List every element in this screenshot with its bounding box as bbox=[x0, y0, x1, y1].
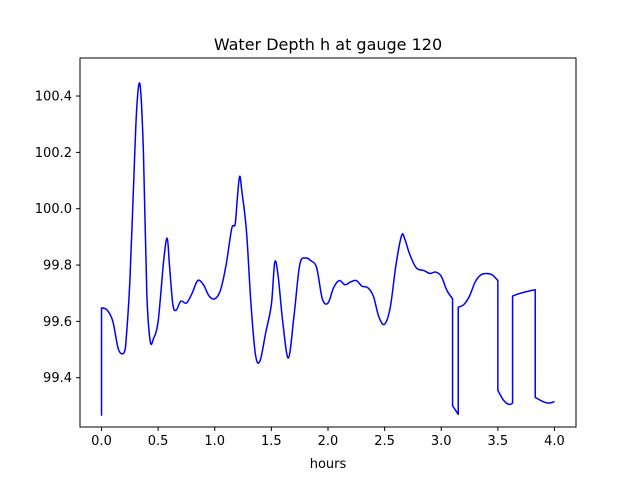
x-tick-label: 0.0 bbox=[91, 434, 112, 449]
y-tick-label: 99.8 bbox=[43, 259, 72, 274]
y-tick-label: 100.4 bbox=[35, 90, 72, 105]
x-tick-label: 3.0 bbox=[431, 434, 452, 449]
x-tick-label: 3.5 bbox=[488, 434, 509, 449]
x-tick-label: 1.5 bbox=[261, 434, 282, 449]
x-axis-title: hours bbox=[310, 457, 347, 472]
y-tick-label: 99.6 bbox=[43, 315, 72, 330]
chart-title: Water Depth h at gauge 120 bbox=[214, 35, 442, 54]
plot-area bbox=[100, 82, 555, 416]
x-tick-label: 0.5 bbox=[148, 434, 169, 449]
plot-frame bbox=[79, 57, 577, 428]
y-axis: 99.4 99.6 99.8 100.0 100.2 100.4 bbox=[35, 90, 80, 386]
y-tick-label: 100.0 bbox=[35, 202, 72, 217]
x-tick-label: 2.5 bbox=[374, 434, 395, 449]
y-tick-label: 100.2 bbox=[35, 146, 72, 161]
series-line bbox=[100, 82, 555, 416]
x-axis: 0.0 0.5 1.0 1.5 2.0 2.5 3.0 3.5 4.0 bbox=[91, 427, 565, 449]
x-tick-label: 2.0 bbox=[318, 434, 339, 449]
y-tick-label: 99.4 bbox=[43, 371, 72, 386]
x-tick-label: 4.0 bbox=[544, 434, 565, 449]
x-tick-label: 1.0 bbox=[204, 434, 225, 449]
